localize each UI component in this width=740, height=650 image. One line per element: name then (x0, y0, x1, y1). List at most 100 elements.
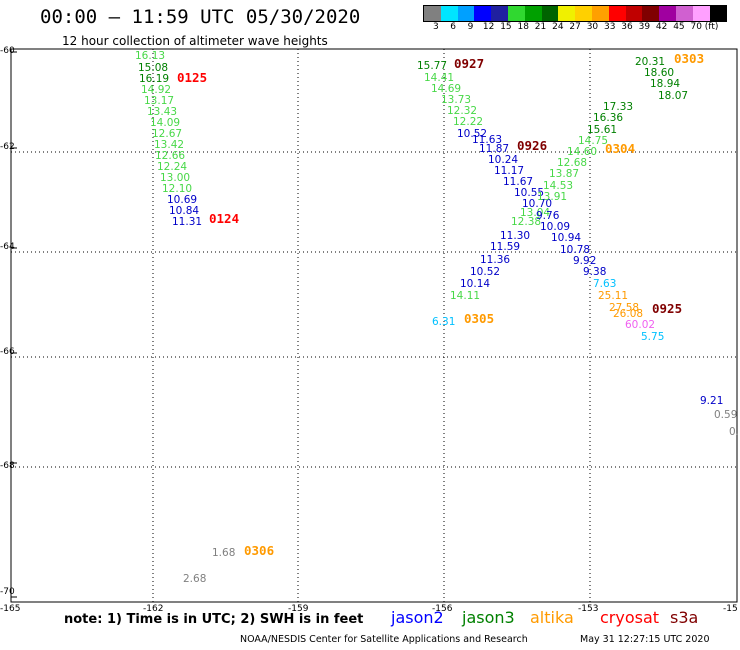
wave-height-value: 11.17 (494, 165, 525, 177)
longitude-label: -156 (432, 604, 453, 614)
color-scale-label: 3 (433, 22, 439, 32)
longitude-label: -153 (578, 604, 599, 614)
color-scale-label: 6 (450, 22, 457, 32)
wave-height-value: 16.13 (135, 50, 166, 62)
wave-height-value: 10.09 (540, 221, 571, 233)
longitude-label: -159 (288, 604, 309, 614)
wave-height-value: 9.92 (573, 255, 597, 267)
color-scale-label: 70 (690, 22, 702, 32)
wave-height-value: 10.24 (488, 154, 519, 166)
color-swatch (558, 6, 576, 21)
legend-jason2: jason2 (391, 608, 444, 627)
credit-line: NOAA/NESDIS Center for Satellite Applica… (240, 634, 528, 645)
wave-height-value: 25.11 (598, 290, 629, 302)
wave-height-value: 13.42 (154, 139, 185, 151)
wave-height-value: 16.36 (593, 112, 624, 124)
color-swatch (524, 6, 542, 21)
pass-time-label: 0926 (517, 138, 548, 153)
color-swatch (457, 6, 475, 21)
wave-height-value: 11.59 (490, 241, 521, 253)
color-swatch (541, 6, 559, 21)
color-swatch (608, 6, 626, 21)
color-scale-label: 36 (621, 22, 633, 32)
color-scale-bar (423, 5, 728, 22)
wave-height-value: 13.91 (537, 191, 568, 203)
latitude-label: -66 (0, 347, 15, 357)
wave-height-value: 13.43 (147, 106, 178, 118)
color-swatch (424, 6, 441, 21)
wave-height-value: 10.70 (522, 198, 553, 210)
legend-s3a: s3a (670, 608, 699, 627)
wave-height-value: 18.60 (644, 67, 675, 79)
wave-height-value: 20.31 (635, 56, 666, 68)
color-swatch (491, 6, 508, 21)
wave-height-value: 18.94 (650, 78, 681, 90)
color-swatch (692, 6, 710, 21)
wave-height-value: 15.77 (417, 60, 448, 72)
wave-height-value: 15.61 (587, 124, 618, 136)
wave-height-value: 2.68 (183, 573, 207, 585)
color-scale-label: 39 (638, 22, 651, 32)
wave-height-value: 9.38 (583, 266, 607, 278)
wave-height-value: 26.08 (613, 308, 644, 320)
wave-height-value: 15.08 (138, 62, 169, 74)
wave-height-value: 11.67 (503, 176, 534, 188)
longitude-label: -165 (0, 604, 21, 614)
wave-height-value: 10.69 (167, 194, 198, 206)
wave-height-value: 14.09 (150, 117, 181, 129)
color-scale-label: 12 (482, 22, 495, 32)
wave-height-value: 12.68 (557, 157, 588, 169)
color-scale-label: 15 (500, 22, 512, 32)
wave-height-value: 9.21 (700, 395, 724, 407)
wave-height-value: 27.58 (609, 302, 640, 314)
latitude-label: -70 (0, 587, 15, 597)
color-scale-label: (ft) (704, 22, 719, 32)
color-swatch (709, 6, 727, 21)
wave-height-value: 10.52 (457, 128, 488, 140)
wave-height-value: 10.55 (514, 187, 545, 199)
latitude-label: -62 (0, 142, 15, 152)
wave-height-value: 11.31 (172, 216, 203, 228)
wave-height-value: 13.87 (549, 168, 580, 180)
map-title: 00:00 – 11:59 UTC 05/30/2020 (40, 6, 361, 28)
color-swatch (675, 6, 693, 21)
wave-height-value: 14.60 (567, 146, 598, 158)
wave-height-value: 0. (729, 426, 740, 438)
wave-height-value: 14.69 (431, 83, 462, 95)
wave-height-value: 11.63 (472, 134, 503, 146)
longitude-label: -15 (723, 604, 738, 614)
pass-time-label: 0304 (605, 141, 636, 156)
map-border (10, 48, 738, 603)
latitude-label: -60 (0, 46, 15, 56)
wave-height-value: 5.75 (641, 331, 665, 343)
wave-height-value: 13.17 (144, 95, 175, 107)
wave-height-value: 11.30 (500, 230, 531, 242)
pass-time-label: 0124 (209, 211, 240, 226)
latitude-label: -64 (0, 242, 15, 252)
pass-time-label: 0925 (652, 301, 683, 316)
pass-time-label: 0303 (674, 51, 705, 66)
color-scale-label: 24 (552, 22, 564, 32)
wave-height-value: 12.66 (155, 150, 186, 162)
axis-ticks (11, 51, 17, 598)
generated-timestamp: May 31 12:27:15 UTC 2020 (580, 634, 710, 645)
color-swatch (507, 6, 525, 21)
color-swatch (625, 6, 643, 21)
wave-height-value: 17.33 (603, 101, 634, 113)
wave-height-value: 60.02 (625, 319, 656, 331)
wave-height-value: 14.41 (424, 72, 455, 84)
wave-height-value: 14.53 (543, 180, 574, 192)
wave-height-value: 10.14 (460, 278, 491, 290)
color-swatch (474, 6, 492, 21)
wave-height-value: 14.75 (578, 135, 609, 147)
pass-time-label: 0927 (454, 56, 485, 71)
longitude-label: -162 (143, 604, 164, 614)
color-swatch (591, 6, 609, 21)
wave-height-value: 10.94 (551, 232, 582, 244)
wave-height-value: 12.10 (162, 183, 193, 195)
color-scale-label: 33 (604, 22, 616, 32)
wave-height-value: 11.36 (480, 254, 511, 266)
color-swatch (575, 6, 592, 21)
color-scale-label: 18 (517, 22, 529, 32)
